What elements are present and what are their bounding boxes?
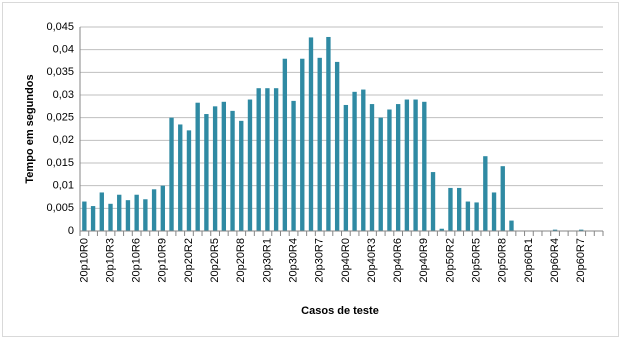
- bar: [552, 229, 558, 231]
- bar: [308, 37, 314, 231]
- y-tick-label: 0,045: [46, 21, 74, 33]
- bar: [221, 101, 227, 231]
- y-tick-label: 0,03: [53, 89, 74, 101]
- bar: [291, 100, 296, 231]
- bar: [387, 109, 392, 231]
- x-tick-label: 20p10R6: [131, 238, 143, 283]
- bar: [204, 114, 209, 231]
- bar: [125, 200, 131, 231]
- bar: [369, 104, 375, 231]
- x-tick-label: 20p40R6: [392, 238, 404, 283]
- bar: [178, 124, 183, 231]
- bar: [186, 130, 192, 231]
- bar: [430, 172, 436, 231]
- bar: [361, 89, 366, 231]
- y-tick-label: 0,025: [46, 112, 74, 124]
- bar: [273, 88, 279, 231]
- bar: [474, 202, 479, 231]
- bar: [195, 102, 200, 231]
- bar: [143, 199, 148, 231]
- bar: [509, 220, 514, 231]
- bar: [82, 201, 87, 231]
- bar: [265, 88, 270, 231]
- x-tick-label: 20p50R2: [444, 238, 456, 283]
- x-tick-label: 20p50R5: [471, 238, 483, 283]
- x-tick-label: 20p50R8: [497, 238, 509, 283]
- bar: [483, 156, 488, 231]
- bar: [491, 192, 497, 231]
- x-tick-label: 20p40R3: [366, 238, 378, 283]
- x-tick-label: 20p20R5: [209, 238, 221, 283]
- bar: [317, 57, 322, 232]
- bar: [90, 206, 96, 231]
- bar: [160, 185, 165, 231]
- bar: [500, 166, 505, 231]
- x-tick-label: 20p30R4: [287, 238, 299, 283]
- bar: [579, 229, 584, 231]
- y-tick-label: 0,02: [53, 134, 74, 146]
- bar: [99, 192, 104, 231]
- bar: [378, 117, 383, 231]
- bar: [343, 104, 349, 231]
- bar: [352, 91, 357, 232]
- bar: [117, 194, 122, 231]
- bar: [256, 88, 261, 231]
- bar: [239, 120, 244, 231]
- y-tick-label: 0,005: [46, 202, 74, 214]
- x-axis-label: Casos de teste: [301, 305, 379, 317]
- x-tick-label: 20p20R2: [183, 238, 195, 283]
- x-tick-label: 20p60R1: [523, 238, 535, 283]
- bar: [212, 106, 218, 231]
- bar: [413, 99, 418, 232]
- y-tick-label: 0: [68, 225, 74, 237]
- y-tick-label: 0,015: [46, 157, 74, 169]
- bar: [448, 187, 453, 231]
- bar: [134, 194, 139, 231]
- bar: [169, 117, 174, 231]
- bar: [300, 58, 305, 231]
- bar: [151, 189, 157, 231]
- x-tick-label: 20p60R4: [549, 238, 561, 283]
- x-tick-label: 20p40R0: [340, 238, 352, 283]
- bar: [230, 110, 235, 231]
- x-tick-label: 20p30R7: [314, 238, 326, 283]
- x-tick-label: 20p20R8: [235, 238, 247, 283]
- y-tick-label: 0,035: [46, 66, 74, 78]
- x-tick-label: 20p10R9: [157, 238, 169, 283]
- bar: [395, 104, 401, 231]
- x-tick-label: 20p10R3: [104, 238, 116, 283]
- bar: [334, 61, 340, 232]
- x-tick-label: 20p60R7: [575, 238, 587, 283]
- x-tick-label: 20p10R0: [78, 238, 90, 283]
- bar: [108, 203, 113, 231]
- bar: [282, 58, 288, 231]
- bar: [456, 187, 462, 231]
- bar: [422, 101, 427, 231]
- bar: [326, 36, 331, 232]
- y-axis-label: Tempo em segundos: [24, 74, 36, 183]
- bar: [247, 99, 253, 232]
- x-tick-label: 20p40R9: [418, 238, 430, 283]
- x-tick-label: 20p30R1: [261, 238, 273, 283]
- bar: [439, 228, 444, 231]
- y-tick-label: 0,01: [53, 180, 74, 192]
- bar: [404, 99, 410, 232]
- bar: [465, 201, 471, 231]
- y-tick-label: 0,04: [53, 44, 74, 56]
